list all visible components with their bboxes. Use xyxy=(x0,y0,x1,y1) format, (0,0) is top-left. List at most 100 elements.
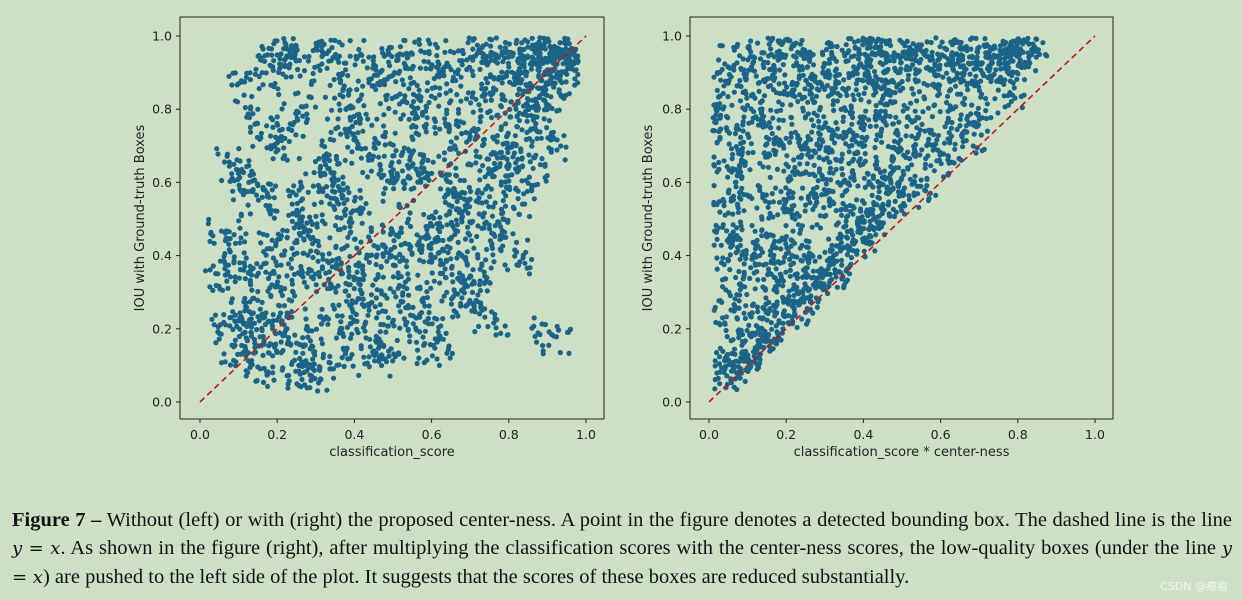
data-point xyxy=(434,53,440,59)
data-point xyxy=(277,56,283,62)
data-point xyxy=(370,153,377,159)
data-point xyxy=(564,329,571,335)
data-point xyxy=(315,258,321,264)
data-point xyxy=(386,353,392,359)
data-point xyxy=(346,274,352,280)
data-point xyxy=(732,131,739,137)
data-point xyxy=(424,88,430,94)
data-point xyxy=(491,320,497,326)
data-point xyxy=(503,173,509,179)
data-point xyxy=(477,119,483,125)
data-point xyxy=(745,150,751,156)
data-point xyxy=(807,58,813,64)
data-point xyxy=(286,138,292,145)
data-point xyxy=(487,72,493,78)
data-point xyxy=(221,253,227,259)
data-point xyxy=(453,173,460,179)
data-point xyxy=(409,51,415,57)
data-point xyxy=(284,326,290,332)
data-point xyxy=(877,100,884,106)
data-point xyxy=(393,79,399,85)
data-point xyxy=(522,37,528,43)
data-point xyxy=(344,197,350,203)
data-point xyxy=(276,91,282,98)
data-point xyxy=(270,364,276,370)
data-point xyxy=(378,264,384,270)
data-point xyxy=(477,311,483,317)
data-point xyxy=(1020,49,1026,55)
data-point xyxy=(723,287,729,293)
data-point xyxy=(962,95,968,101)
data-point xyxy=(949,50,955,56)
data-point xyxy=(534,136,540,142)
data-point xyxy=(871,68,878,75)
data-point xyxy=(304,111,310,117)
data-point xyxy=(414,232,420,238)
data-point xyxy=(248,324,254,330)
data-point xyxy=(514,123,520,130)
data-point xyxy=(484,156,490,162)
data-point xyxy=(346,189,352,196)
data-point xyxy=(746,322,752,328)
data-point xyxy=(728,380,735,386)
data-point xyxy=(726,187,732,193)
data-point xyxy=(436,333,442,339)
data-point xyxy=(990,72,996,79)
data-point xyxy=(949,133,955,139)
data-point xyxy=(441,293,447,299)
data-point xyxy=(506,64,512,70)
data-point xyxy=(447,179,453,185)
data-point xyxy=(494,133,500,139)
data-point xyxy=(358,239,364,245)
data-point xyxy=(474,42,480,48)
data-point xyxy=(378,321,384,328)
data-point xyxy=(869,240,875,246)
data-point xyxy=(922,161,929,167)
data-point xyxy=(526,271,533,277)
data-point xyxy=(742,107,748,113)
data-point xyxy=(783,233,790,240)
data-point xyxy=(381,172,387,178)
data-point xyxy=(773,341,780,347)
data-point xyxy=(343,106,349,112)
data-point xyxy=(360,169,366,176)
data-point xyxy=(434,356,440,362)
data-point xyxy=(452,227,458,233)
data-point xyxy=(416,41,423,47)
data-point xyxy=(442,116,448,122)
data-point xyxy=(832,270,838,276)
data-point xyxy=(807,306,814,313)
data-point xyxy=(381,123,387,129)
data-point xyxy=(345,73,351,79)
data-point xyxy=(369,122,375,128)
data-point xyxy=(934,158,940,164)
data-point xyxy=(454,206,460,212)
data-point xyxy=(788,262,794,268)
data-point xyxy=(975,112,981,118)
data-point xyxy=(870,184,876,190)
data-point xyxy=(794,60,800,66)
data-point xyxy=(236,146,242,152)
data-point xyxy=(512,71,518,77)
data-point xyxy=(448,301,454,307)
data-point xyxy=(236,275,242,281)
data-point xyxy=(742,161,748,167)
data-point xyxy=(210,263,216,269)
data-point xyxy=(380,198,386,204)
data-point xyxy=(206,216,212,222)
data-point xyxy=(448,219,454,225)
data-point xyxy=(319,341,325,347)
data-point xyxy=(1002,104,1008,110)
data-point xyxy=(861,175,868,181)
data-point xyxy=(484,80,491,86)
data-point xyxy=(237,240,243,246)
data-point xyxy=(257,366,263,372)
data-point xyxy=(524,96,531,102)
data-point xyxy=(381,242,387,248)
data-point xyxy=(423,104,430,110)
data-point xyxy=(761,306,767,312)
data-point xyxy=(347,335,354,341)
data-point xyxy=(237,260,243,266)
data-point xyxy=(888,178,894,184)
data-point xyxy=(935,82,942,88)
